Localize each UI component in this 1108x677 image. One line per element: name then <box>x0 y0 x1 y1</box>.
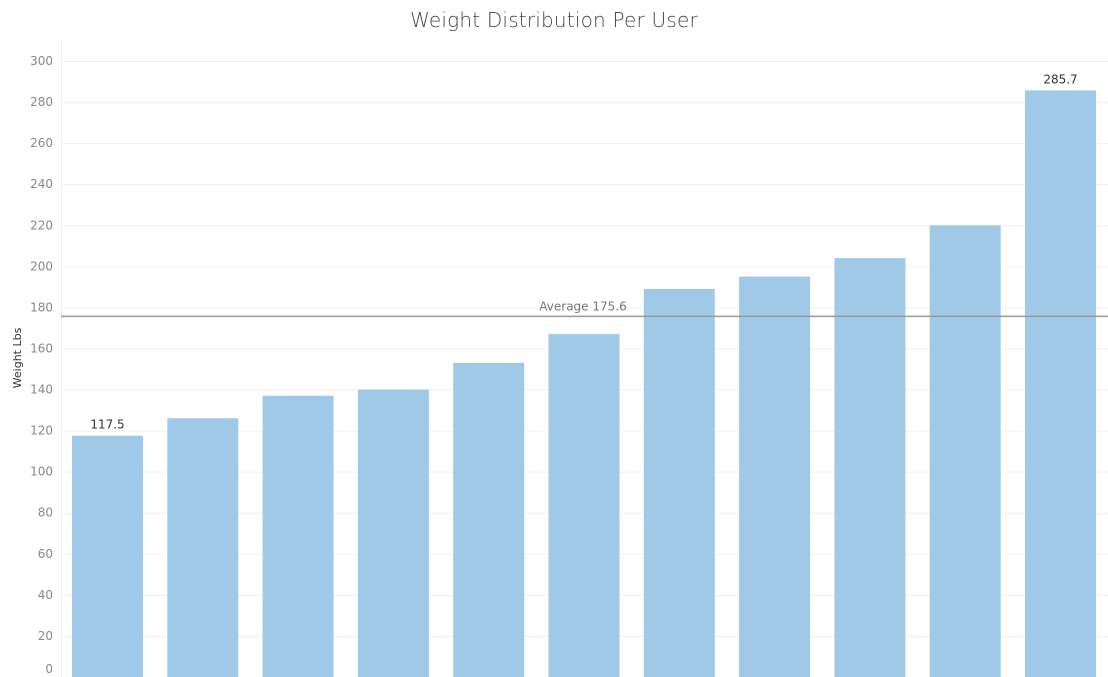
y-tick-label: 80 <box>38 506 53 520</box>
bar[interactable] <box>72 435 143 677</box>
y-tick-label: 300 <box>30 54 53 68</box>
y-axis: 0 20 40 60 80 100 120 140 160 180 200 220 240 260 280 3… <box>30 41 62 677</box>
y-tick-label: 0 <box>45 662 53 676</box>
average-reference-label: Average 175.6 <box>539 299 626 313</box>
average-reference: Average 175.6 <box>61 299 1108 318</box>
bar[interactable] <box>739 276 811 677</box>
y-tick-label: 180 <box>30 300 53 314</box>
y-axis-label: Weight Lbs <box>11 327 24 388</box>
bar[interactable] <box>357 389 429 677</box>
y-tick-label: 60 <box>38 547 53 561</box>
y-tick-label: 20 <box>38 629 53 643</box>
bar[interactable] <box>548 334 620 677</box>
y-tick-label: 240 <box>30 177 53 191</box>
bar-data-label: 285.7 <box>1043 72 1077 86</box>
y-tick-label: 260 <box>30 136 53 150</box>
bar[interactable] <box>453 362 525 677</box>
bar[interactable] <box>262 395 334 677</box>
bar[interactable] <box>1025 90 1096 677</box>
bar[interactable] <box>643 288 715 677</box>
y-tick-label: 160 <box>30 341 53 355</box>
bar[interactable] <box>834 258 906 677</box>
bar[interactable] <box>929 225 1001 677</box>
y-tick-label: 120 <box>30 424 53 438</box>
data-labels: 117.5 285.7 <box>90 72 1077 431</box>
bar[interactable] <box>167 418 239 677</box>
y-tick-label: 200 <box>30 259 53 273</box>
y-tick-label: 280 <box>30 95 53 109</box>
y-tick-label: 140 <box>30 383 53 397</box>
y-tick-label: 40 <box>38 588 53 602</box>
bar-data-label: 117.5 <box>90 418 124 432</box>
y-tick-label: 220 <box>30 218 53 232</box>
chart-title: Weight Distribution Per User <box>410 8 698 32</box>
y-tick-label: 100 <box>30 465 53 479</box>
bars <box>72 90 1096 677</box>
